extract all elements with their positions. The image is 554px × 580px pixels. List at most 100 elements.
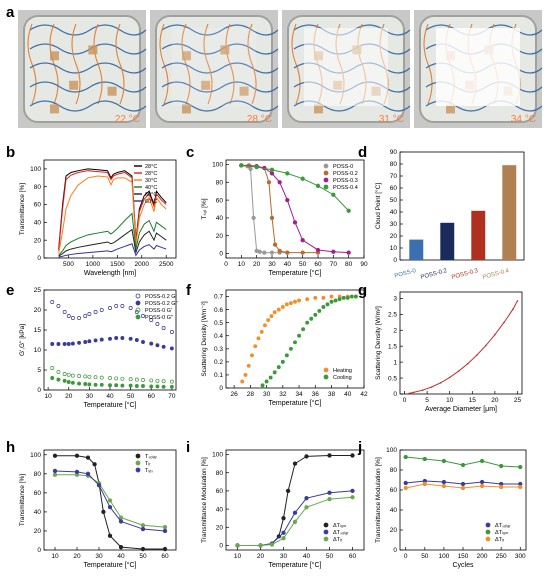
chain-line-orange (291, 23, 301, 105)
data-point (430, 386, 433, 388)
x-tick-label: 20 (253, 261, 261, 268)
y-tick-label: 40 (216, 506, 224, 513)
y-tick-label: 20 (216, 233, 224, 240)
data-point (162, 528, 168, 534)
x-tick-label: 40 (284, 261, 292, 268)
y-tick-label: 80 (216, 470, 224, 477)
data-point (499, 484, 504, 490)
series-line (58, 175, 167, 254)
y-axis-label: Transmittance Modulation [%] (375, 457, 382, 543)
series-line (241, 164, 288, 254)
poss-cube (107, 86, 117, 96)
data-point (155, 322, 160, 326)
data-point (235, 543, 240, 548)
panel-letter-b: b (6, 144, 15, 161)
data-point (87, 339, 92, 344)
legend-marker (485, 529, 491, 535)
poss-cube (220, 45, 230, 55)
data-point (288, 301, 293, 306)
poss-cube (314, 104, 323, 114)
data-point (313, 295, 318, 300)
data-point (268, 375, 273, 380)
data-point (83, 374, 88, 379)
data-point (134, 384, 139, 388)
y-tick-label: 2.5 (388, 312, 397, 319)
legend-label: 40°C (145, 185, 157, 191)
data-point (56, 304, 61, 308)
data-point (266, 318, 271, 323)
y-tick-label: 60 (34, 202, 42, 209)
x-tick-label: 150 (458, 553, 469, 560)
data-point (341, 295, 346, 300)
data-point (269, 171, 275, 176)
scattering-haze (172, 28, 256, 106)
data-point (281, 536, 286, 541)
poss-cube (69, 80, 79, 90)
data-point (74, 469, 80, 475)
data-point (441, 458, 447, 464)
poss-cube (50, 51, 59, 61)
y-tick-label: 40 (390, 209, 398, 216)
x-tick-label: 10 (45, 393, 53, 400)
data-point (83, 340, 88, 344)
x-tick-label: 0 (403, 397, 407, 404)
data-point (83, 382, 88, 386)
data-point (258, 543, 263, 548)
data-point (262, 250, 267, 255)
data-point (293, 299, 297, 304)
y-tick-label: 10 (34, 347, 42, 354)
data-point (403, 454, 408, 460)
y-tick-label: 0.5 (388, 375, 397, 382)
legend-label: Heating (333, 368, 352, 374)
x-axis-label: Cycles (452, 562, 474, 569)
series-line (58, 212, 167, 256)
y-tick-label: 60 (216, 488, 224, 495)
x-tick-label: 50 (299, 261, 307, 268)
data-point (62, 310, 67, 314)
data-point (466, 362, 469, 365)
chain-line-blue (29, 81, 147, 93)
series-line (241, 164, 350, 212)
y-tick-label: 0 (219, 251, 223, 258)
data-point (333, 298, 338, 303)
legend-marker (323, 374, 329, 380)
data-point (292, 510, 298, 515)
legend-marker (485, 536, 491, 542)
photo-dish-3: 31 °C (282, 10, 411, 128)
data-point (476, 354, 478, 356)
y-tick-label: 15 (34, 327, 42, 334)
data-point (85, 455, 91, 460)
data-point (276, 365, 281, 370)
data-point (107, 498, 113, 503)
poss-cube (182, 51, 191, 61)
y-tick-label: 5 (37, 367, 41, 374)
x-tick-label: 30 (280, 553, 288, 560)
y-tick-label: 70 (390, 173, 398, 180)
panel-letter-e: e (6, 282, 14, 299)
data-point (62, 342, 67, 346)
data-point (66, 372, 71, 377)
data-point (141, 340, 145, 344)
panel-letter-i: i (186, 439, 190, 456)
data-point (403, 480, 408, 486)
data-point (412, 391, 415, 394)
chain-line-orange (247, 23, 257, 105)
data-point (272, 370, 277, 375)
data-point (277, 248, 282, 254)
legend-marker (323, 170, 329, 176)
data-point (77, 374, 82, 378)
data-point (272, 310, 277, 315)
data-point (327, 453, 332, 458)
data-point (62, 378, 67, 383)
chain-line-orange (93, 23, 103, 105)
poss-cube (239, 86, 249, 96)
legend-marker (135, 314, 141, 320)
data-point (108, 383, 112, 388)
data-point (77, 381, 82, 386)
data-point (114, 304, 119, 308)
panel-a-photos: a 22 °C 28 °C 31 °C 34 °C (6, 4, 543, 128)
data-point (99, 375, 104, 380)
x-tick-label: 40 (117, 553, 125, 560)
